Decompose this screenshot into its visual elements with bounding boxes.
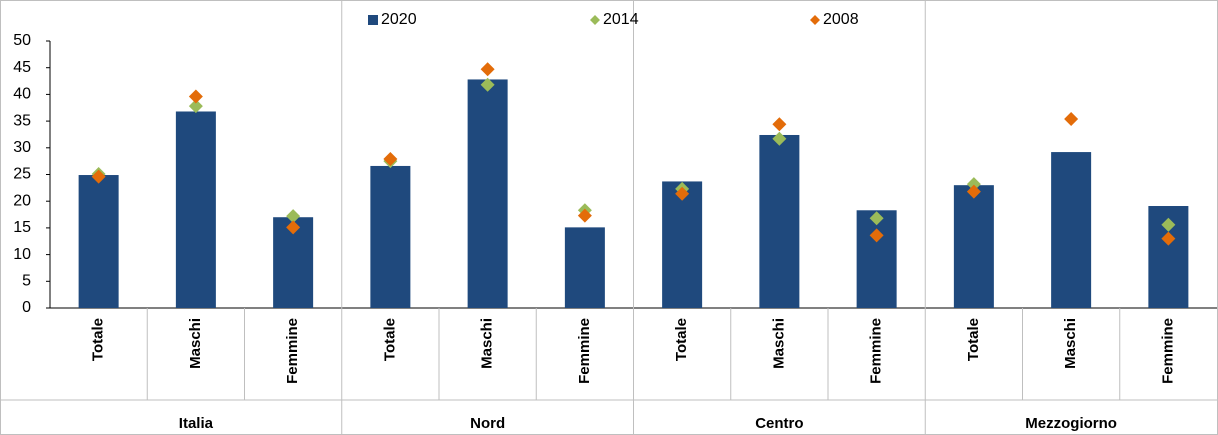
y-tick-label: 0 <box>22 299 31 316</box>
y-tick-label: 10 <box>13 246 31 263</box>
x-tick-label: Totale <box>381 318 398 361</box>
y-tick-label: 50 <box>13 32 31 49</box>
marker <box>1064 111 1079 126</box>
x-tick-label: Totale <box>90 318 107 361</box>
y-tick-label: 5 <box>22 273 31 290</box>
legend-swatch <box>590 15 600 25</box>
group-label: Nord <box>470 415 505 432</box>
y-tick-label: 45 <box>13 59 31 76</box>
bar <box>662 181 703 308</box>
group-label: Centro <box>755 415 803 432</box>
marker <box>966 184 981 199</box>
marker <box>286 220 301 235</box>
marker <box>480 77 495 92</box>
marker <box>869 211 884 226</box>
bar <box>370 165 411 308</box>
marker <box>869 228 884 243</box>
x-tick-label: Maschi <box>479 318 496 369</box>
x-tick-label: Femmine <box>1159 318 1176 384</box>
group-label: Italia <box>179 415 214 432</box>
marker <box>91 169 106 184</box>
bar <box>759 134 800 308</box>
legend-swatch <box>368 15 378 25</box>
x-tick-label: Totale <box>965 318 982 361</box>
marker <box>286 209 301 224</box>
x-tick-label: Femmine <box>576 318 593 384</box>
marker <box>772 131 787 146</box>
marker <box>480 62 495 77</box>
x-tick-label: Femmine <box>868 318 885 384</box>
x-tick-label: Femmine <box>284 318 301 384</box>
bar <box>564 227 605 308</box>
y-tick-label: 35 <box>13 112 31 129</box>
y-tick-label: 25 <box>13 166 31 183</box>
bar <box>175 111 216 308</box>
marker <box>577 208 592 223</box>
legend-label: 2020 <box>381 11 417 28</box>
marker <box>188 89 203 104</box>
legend-label: 2014 <box>603 11 639 28</box>
marker <box>1161 217 1176 232</box>
legend-label: 2008 <box>823 11 859 28</box>
y-tick-label: 15 <box>13 219 31 236</box>
bar <box>953 185 994 308</box>
x-tick-label: Maschi <box>770 318 787 369</box>
x-tick-label: Totale <box>673 318 690 361</box>
y-tick-label: 20 <box>13 192 31 209</box>
marker <box>675 186 690 201</box>
marker <box>1161 231 1176 246</box>
x-tick-label: Maschi <box>187 318 204 369</box>
bar <box>78 175 119 308</box>
marker <box>966 177 981 192</box>
bar <box>1051 152 1092 308</box>
marker <box>383 152 398 167</box>
bar <box>467 79 508 308</box>
group-label: Mezzogiorno <box>1025 415 1117 432</box>
legend-swatch <box>810 15 820 25</box>
marker <box>188 99 203 114</box>
marker <box>772 117 787 132</box>
x-tick-label: Maschi <box>1062 318 1079 369</box>
y-tick-label: 40 <box>13 86 31 103</box>
y-tick-label: 30 <box>13 139 31 156</box>
bar <box>856 210 897 308</box>
